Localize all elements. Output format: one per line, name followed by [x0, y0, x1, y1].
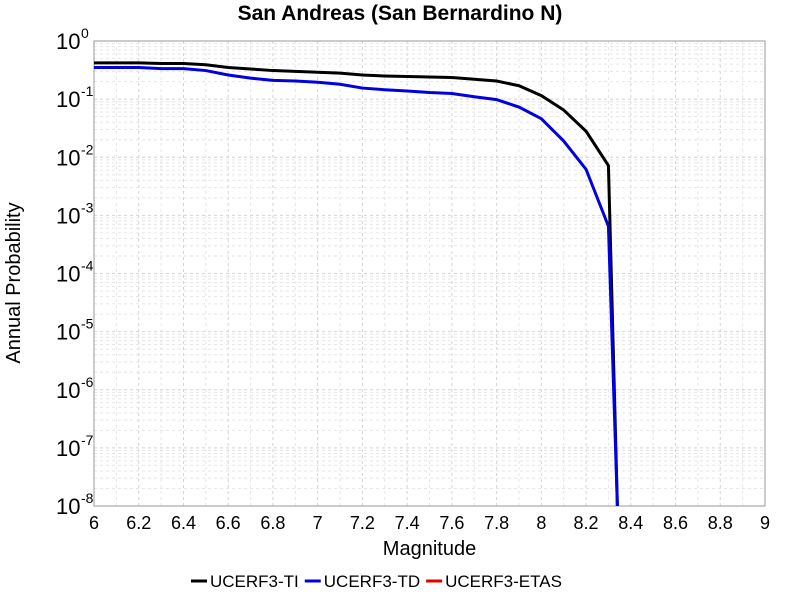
y-tick-base: 10	[56, 436, 80, 461]
y-tick-label: 10 -8	[56, 490, 94, 519]
legend-label: UCERF3-ETAS	[445, 572, 562, 591]
x-tick-label: 6.4	[171, 513, 196, 533]
y-tick-base: 10	[56, 262, 80, 287]
x-tick-label: 8	[536, 513, 546, 533]
x-tick-label: 6.2	[126, 513, 151, 533]
y-tick-exponent: -6	[81, 374, 94, 390]
y-tick-label: 10 -2	[56, 141, 94, 170]
grid	[93, 40, 766, 507]
legend: UCERF3-TI UCERF3-TD UCERF3-ETAS	[191, 572, 562, 591]
legend-item-ucerf3-etas: UCERF3-ETAS	[426, 572, 562, 591]
x-tick-label: 9	[760, 513, 770, 533]
y-tick-exponent: 0	[81, 25, 89, 41]
y-tick-exponent: -4	[81, 258, 94, 274]
series-line-ucerf3-td	[94, 66, 619, 507]
y-tick-base: 10	[56, 203, 80, 228]
x-tick-label: 8.6	[663, 513, 688, 533]
y-tick-exponent: -8	[81, 490, 94, 506]
x-tick-label: 8.4	[618, 513, 643, 533]
y-tick-label: 10 -5	[56, 316, 94, 345]
legend-item-ucerf3-ti: UCERF3-TI	[191, 572, 299, 591]
x-tick-label: 7.4	[395, 513, 420, 533]
y-tick-exponent: -2	[81, 141, 94, 157]
y-tick-exponent: -1	[81, 83, 94, 99]
y-tick-exponent: -7	[81, 432, 94, 448]
legend-label: UCERF3-TI	[210, 572, 299, 591]
legend-item-ucerf3-td: UCERF3-TD	[304, 572, 420, 591]
y-tick-base: 10	[56, 378, 80, 403]
series-lines	[94, 61, 619, 507]
y-tick-label: 10 -6	[56, 374, 94, 403]
x-tick-label: 6.6	[216, 513, 241, 533]
x-tick-label: 7.8	[484, 513, 509, 533]
y-tick-exponent: -3	[81, 199, 94, 215]
x-tick-label: 7	[313, 513, 323, 533]
y-tick-base: 10	[56, 29, 80, 54]
y-tick-label: 10 -1	[56, 83, 94, 112]
x-tick-label: 8.8	[708, 513, 733, 533]
y-tick-base: 10	[56, 320, 80, 345]
plot-area-border	[93, 40, 766, 507]
y-tick-label: 10 -4	[56, 258, 94, 287]
chart-title: San Andreas (San Bernardino N)	[238, 2, 563, 25]
x-axis-label: Magnitude	[383, 538, 476, 560]
y-axis-label: Annual Probability	[3, 202, 25, 363]
y-tick-base: 10	[56, 145, 80, 170]
y-tick-label: 10 0	[56, 25, 89, 54]
x-tick-label: 7.2	[350, 513, 375, 533]
y-tick-exponent: -5	[81, 316, 94, 332]
legend-label: UCERF3-TD	[324, 572, 420, 591]
series-line-ucerf3-ti	[94, 61, 619, 507]
x-tick-label: 8.2	[574, 513, 599, 533]
x-tick-label: 7.6	[439, 513, 464, 533]
x-tick-label: 6	[89, 513, 99, 533]
y-tick-label: 10 -7	[56, 432, 94, 461]
y-tick-base: 10	[56, 494, 80, 519]
y-tick-label: 10 -3	[56, 199, 94, 228]
x-tick-labels: 6 6.2 6.4 6.6 6.8 7 7.2 7.4 7.6 7.8 8 8.2 8.4 8.6 8.8 9	[89, 513, 770, 533]
y-tick-base: 10	[56, 87, 80, 112]
x-tick-label: 6.8	[260, 513, 285, 533]
